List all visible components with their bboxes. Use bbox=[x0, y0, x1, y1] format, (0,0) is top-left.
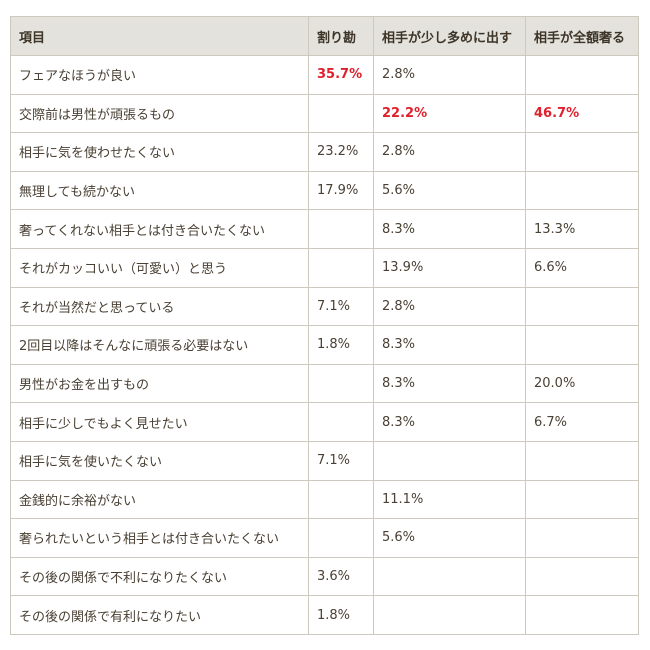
item-cell: 相手に気を使いたくない bbox=[10, 440, 309, 481]
split-cell: 3.6% bbox=[308, 556, 374, 597]
partner-more-cell: 5.6% bbox=[373, 170, 526, 211]
table-row: 無理しても続かない 17.9% 5.6% bbox=[10, 170, 639, 211]
table-row: 男性がお金を出すもの 8.3% 20.0% bbox=[10, 363, 639, 404]
table-row: 奢られたいという相手とは付き合いたくない 5.6% bbox=[10, 518, 639, 558]
split-cell bbox=[308, 518, 374, 558]
partner-more-cell: 8.3% bbox=[373, 325, 526, 365]
partner-all-cell bbox=[525, 479, 639, 520]
partner-all-cell: 6.7% bbox=[525, 402, 639, 442]
split-cell: 17.9% bbox=[308, 170, 374, 211]
partner-more-cell: 8.3% bbox=[373, 402, 526, 442]
table-row: 相手に少しでもよく見せたい 8.3% 6.7% bbox=[10, 402, 639, 442]
partner-all-cell bbox=[525, 325, 639, 365]
item-cell: その後の関係で不利になりたくない bbox=[10, 556, 309, 597]
header-split: 割り勘 bbox=[308, 16, 374, 56]
partner-more-cell: 22.2% bbox=[373, 93, 526, 134]
split-cell: 1.8% bbox=[308, 595, 374, 635]
item-cell: 相手に少しでもよく見せたい bbox=[10, 402, 309, 442]
split-cell: 7.1% bbox=[308, 440, 374, 481]
table-row: 相手に気を使いたくない 7.1% bbox=[10, 440, 639, 481]
table-body: フェアなほうが良い 35.7% 2.8% 交際前は男性が頑張るもの 22.2% 46.7%… bbox=[10, 55, 639, 635]
table-row: 相手に気を使わせたくない 23.2% 2.8% bbox=[10, 132, 639, 172]
split-cell bbox=[308, 209, 374, 249]
item-cell: 2回目以降はそんなに頑張る必要はない bbox=[10, 325, 309, 365]
partner-all-cell: 13.3% bbox=[525, 209, 639, 249]
split-cell: 7.1% bbox=[308, 286, 374, 327]
item-cell: 金銭的に余裕がない bbox=[10, 479, 309, 520]
partner-all-cell bbox=[525, 556, 639, 597]
partner-all-cell bbox=[525, 132, 639, 172]
partner-all-cell bbox=[525, 55, 639, 95]
split-cell bbox=[308, 93, 374, 134]
item-cell: 男性がお金を出すもの bbox=[10, 363, 309, 404]
partner-more-cell bbox=[373, 595, 526, 635]
partner-all-cell bbox=[525, 595, 639, 635]
item-cell: フェアなほうが良い bbox=[10, 55, 309, 95]
partner-more-cell bbox=[373, 556, 526, 597]
partner-all-cell bbox=[525, 440, 639, 481]
item-cell: それが当然だと思っている bbox=[10, 286, 309, 327]
partner-more-cell: 8.3% bbox=[373, 363, 526, 404]
split-cell: 35.7% bbox=[308, 55, 374, 95]
item-cell: 交際前は男性が頑張るもの bbox=[10, 93, 309, 134]
header-partner-all: 相手が全額奢る bbox=[525, 16, 639, 56]
table-row: その後の関係で不利になりたくない 3.6% bbox=[10, 556, 639, 597]
table-row: 金銭的に余裕がない 11.1% bbox=[10, 479, 639, 520]
split-cell bbox=[308, 402, 374, 442]
partner-all-cell bbox=[525, 170, 639, 211]
split-cell bbox=[308, 247, 374, 288]
item-cell: 奢られたいという相手とは付き合いたくない bbox=[10, 518, 309, 558]
partner-all-cell: 6.6% bbox=[525, 247, 639, 288]
table-row: 奢ってくれない相手とは付き合いたくない 8.3% 13.3% bbox=[10, 209, 639, 249]
item-cell: 相手に気を使わせたくない bbox=[10, 132, 309, 172]
header-item: 項目 bbox=[10, 16, 309, 56]
partner-more-cell: 2.8% bbox=[373, 132, 526, 172]
table-row: フェアなほうが良い 35.7% 2.8% bbox=[10, 55, 639, 95]
split-cell bbox=[308, 363, 374, 404]
split-cell bbox=[308, 479, 374, 520]
partner-all-cell bbox=[525, 286, 639, 327]
partner-more-cell: 2.8% bbox=[373, 55, 526, 95]
partner-all-cell bbox=[525, 518, 639, 558]
header-partner-more: 相手が少し多めに出す bbox=[373, 16, 526, 56]
header-row: 項目 割り勘 相手が少し多めに出す 相手が全額奢る bbox=[10, 16, 639, 56]
split-cell: 23.2% bbox=[308, 132, 374, 172]
item-cell: その後の関係で有利になりたい bbox=[10, 595, 309, 635]
partner-more-cell bbox=[373, 440, 526, 481]
partner-all-cell: 46.7% bbox=[525, 93, 639, 134]
item-cell: 奢ってくれない相手とは付き合いたくない bbox=[10, 209, 309, 249]
partner-more-cell: 11.1% bbox=[373, 479, 526, 520]
table-row: 2回目以降はそんなに頑張る必要はない 1.8% 8.3% bbox=[10, 325, 639, 365]
item-cell: 無理しても続かない bbox=[10, 170, 309, 211]
table-row: それが当然だと思っている 7.1% 2.8% bbox=[10, 286, 639, 327]
item-cell: それがカッコいい（可愛い）と思う bbox=[10, 247, 309, 288]
partner-more-cell: 5.6% bbox=[373, 518, 526, 558]
partner-all-cell: 20.0% bbox=[525, 363, 639, 404]
partner-more-cell: 2.8% bbox=[373, 286, 526, 327]
table-row: その後の関係で有利になりたい 1.8% bbox=[10, 595, 639, 635]
survey-table: 項目 割り勘 相手が少し多めに出す 相手が全額奢る フェアなほうが良い 35.7%… bbox=[10, 16, 639, 635]
split-cell: 1.8% bbox=[308, 325, 374, 365]
table-row: それがカッコいい（可愛い）と思う 13.9% 6.6% bbox=[10, 247, 639, 288]
partner-more-cell: 13.9% bbox=[373, 247, 526, 288]
partner-more-cell: 8.3% bbox=[373, 209, 526, 249]
table-row: 交際前は男性が頑張るもの 22.2% 46.7% bbox=[10, 93, 639, 134]
